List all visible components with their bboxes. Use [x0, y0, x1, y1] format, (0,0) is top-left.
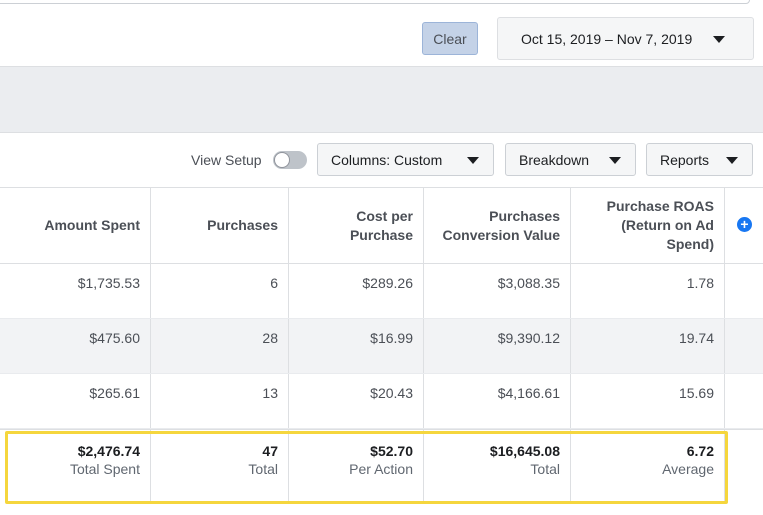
cell-empty: [725, 430, 763, 504]
cell-purchase-roas: 19.74: [571, 319, 725, 373]
table-header-row: Amount Spent Purchases Cost per Purchase…: [0, 187, 763, 264]
cell-amount-spent: $475.60: [0, 319, 151, 373]
breakdown-button[interactable]: Breakdown: [505, 143, 636, 176]
table-row[interactable]: $265.61 13 $20.43 $4,166.61 15.69: [0, 374, 763, 429]
cell-purchases: 6: [151, 264, 289, 318]
cell-cost-per-purchase: $16.99: [289, 319, 424, 373]
cell-purchases: 28: [151, 319, 289, 373]
date-range-picker[interactable]: Oct 15, 2019 – Nov 7, 2019: [497, 17, 754, 60]
total-purchases: 47 Total: [151, 430, 289, 504]
table-row[interactable]: $475.60 28 $16.99 $9,390.12 19.74: [0, 319, 763, 374]
column-header-cost-per-purchase[interactable]: Cost per Purchase: [289, 188, 424, 263]
column-header-amount-spent[interactable]: Amount Spent: [0, 188, 151, 263]
plus-circle-icon[interactable]: +: [737, 217, 752, 232]
table-row[interactable]: $1,735.53 6 $289.26 $3,088.35 1.78: [0, 264, 763, 319]
reports-label: Reports: [660, 151, 710, 168]
cell-purchase-roas: 1.78: [571, 264, 725, 318]
cell-conversion-value: $3,088.35: [424, 264, 571, 318]
total-amount-spent: $2,476.74 Total Spent: [0, 430, 151, 504]
date-range-label: Oct 15, 2019 – Nov 7, 2019: [521, 30, 693, 47]
cell-amount-spent: $265.61: [0, 374, 151, 428]
view-setup-label: View Setup: [191, 152, 262, 168]
total-conversion-value: $16,645.08 Total: [424, 430, 571, 504]
totals-row: $2,476.74 Total Spent 47 Total $52.70 Pe…: [0, 429, 763, 504]
total-cost-per-purchase: $52.70 Per Action: [289, 430, 424, 504]
cell-cost-per-purchase: $289.26: [289, 264, 424, 318]
breakdown-label: Breakdown: [519, 151, 590, 168]
cell-purchase-roas: 15.69: [571, 374, 725, 428]
cell-amount-spent: $1,735.53: [0, 264, 151, 318]
cell-cost-per-purchase: $20.43: [289, 374, 424, 428]
clear-button[interactable]: Clear: [422, 22, 478, 55]
column-header-purchase-roas[interactable]: Purchase ROAS (Return on Ad Spend): [571, 188, 725, 263]
cell-purchases: 13: [151, 374, 289, 428]
cell-empty: [725, 264, 763, 318]
reports-button[interactable]: Reports: [646, 143, 753, 176]
caret-down-icon: [713, 36, 725, 43]
toggle-knob: [274, 152, 290, 168]
caret-down-icon: [726, 157, 738, 164]
total-purchase-roas: 6.72 Average: [571, 430, 725, 504]
search-input-edge[interactable]: [0, 0, 750, 4]
cell-conversion-value: $4,166.61: [424, 374, 571, 428]
columns-label: Columns: Custom: [331, 151, 443, 168]
caret-down-icon: [609, 157, 621, 164]
column-header-conversion-value[interactable]: Purchases Conversion Value: [424, 188, 571, 263]
cell-empty: [725, 319, 763, 373]
cell-conversion-value: $9,390.12: [424, 319, 571, 373]
columns-button[interactable]: Columns: Custom: [317, 143, 494, 176]
cell-empty: [725, 374, 763, 428]
filter-band: [0, 66, 763, 133]
caret-down-icon: [467, 157, 479, 164]
column-header-purchases[interactable]: Purchases: [151, 188, 289, 263]
view-setup-toggle[interactable]: [273, 151, 307, 169]
